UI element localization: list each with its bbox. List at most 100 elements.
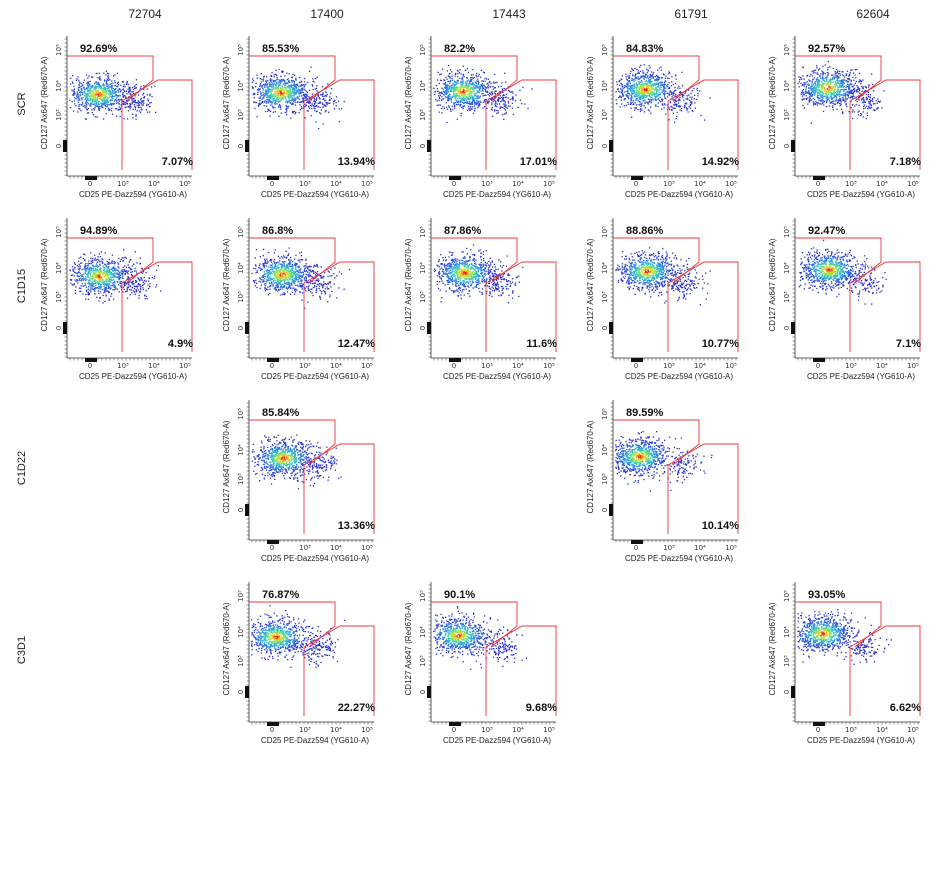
x-tick-label: 10⁴ bbox=[330, 180, 342, 188]
y-tick-label: 10⁴ bbox=[601, 262, 609, 274]
x-tick-label: 0 bbox=[270, 362, 274, 370]
event-density-cloud bbox=[615, 247, 711, 306]
lower-gate bbox=[485, 79, 557, 170]
lower-gate bbox=[303, 261, 375, 352]
x-tick-label: 10³ bbox=[845, 180, 857, 188]
upper-gate-percent: 89.59% bbox=[626, 407, 664, 419]
y-tick-label: 0 bbox=[237, 690, 245, 694]
y-axis-title: CD127 Ax647 (Red670-A) bbox=[586, 56, 595, 149]
x-tick-label: 10⁵ bbox=[725, 180, 737, 188]
x-tick-label: 10⁵ bbox=[543, 180, 555, 188]
lower-gate bbox=[667, 79, 739, 170]
x-axis-title: CD25 PE-Dazz594 (YG610-A) bbox=[625, 372, 733, 381]
flow-plot-c3d1-17443: 0 10³ 10⁴ 10⁵ 0 10³ 10⁴ 10⁵ CD25 PE-Dazz594 (YG6… bbox=[404, 574, 599, 749]
flow-plot-svg: 0 10³ 10⁴ 10⁵ 0 10³ 10⁴ 10⁵ CD25 PE-Dazz594 (YG6… bbox=[40, 218, 193, 381]
x-tick-label: 10³ bbox=[299, 544, 311, 552]
lower-gate bbox=[121, 261, 193, 352]
x-tick-label: 10⁵ bbox=[907, 726, 919, 734]
flow-plot-svg: 0 10³ 10⁴ 10⁵ 0 10³ 10⁴ 10⁵ CD25 PE-Dazz594 (YG6… bbox=[768, 582, 921, 745]
x-tick-label: 10⁵ bbox=[361, 362, 373, 370]
lower-gate bbox=[303, 625, 375, 716]
y-axis-title: CD127 Ax647 (Red670-A) bbox=[586, 420, 595, 513]
y-tick-label: 10⁵ bbox=[419, 590, 427, 602]
x-tick-label: 0 bbox=[634, 362, 638, 370]
lower-gate bbox=[849, 261, 921, 352]
y-tick-label: 10³ bbox=[783, 109, 791, 121]
x-axis-title: CD25 PE-Dazz594 (YG610-A) bbox=[261, 372, 369, 381]
event-density-cloud bbox=[251, 247, 351, 309]
column-header-61791: 61791 bbox=[674, 7, 708, 21]
x-tick-label: 10⁴ bbox=[512, 180, 524, 188]
x-zero-band bbox=[267, 540, 279, 544]
x-zero-band bbox=[813, 358, 825, 362]
y-tick-label: 10⁵ bbox=[419, 226, 427, 238]
flow-plot-svg: 0 10³ 10⁴ 10⁵ 0 10³ 10⁴ 10⁵ CD25 PE-Dazz594 (YG6… bbox=[586, 218, 739, 381]
y-axis-title: CD127 Ax647 (Red670-A) bbox=[222, 238, 231, 331]
event-density-cloud bbox=[797, 60, 885, 124]
y-axis-title: CD127 Ax647 (Red670-A) bbox=[222, 56, 231, 149]
y-zero-band bbox=[609, 140, 613, 152]
x-zero-band bbox=[813, 722, 825, 726]
x-tick-label: 0 bbox=[270, 180, 274, 188]
x-zero-band bbox=[449, 358, 461, 362]
y-tick-label: 0 bbox=[601, 508, 609, 512]
event-density-cloud bbox=[69, 70, 157, 121]
x-zero-band bbox=[85, 176, 97, 180]
lower-gate bbox=[667, 443, 739, 534]
y-tick-label: 10³ bbox=[237, 473, 245, 485]
lower-gate-percent: 7.1% bbox=[896, 338, 921, 350]
y-tick-label: 10⁴ bbox=[783, 262, 791, 274]
x-axis-title: CD25 PE-Dazz594 (YG610-A) bbox=[625, 190, 733, 199]
lower-gate bbox=[485, 625, 557, 716]
x-tick-label: 0 bbox=[816, 180, 820, 188]
x-zero-band bbox=[85, 358, 97, 362]
y-tick-label: 10⁵ bbox=[601, 408, 609, 420]
x-zero-band bbox=[449, 176, 461, 180]
x-tick-label: 10⁴ bbox=[330, 362, 342, 370]
flow-plot-c3d1-17400: 0 10³ 10⁴ 10⁵ 0 10³ 10⁴ 10⁵ CD25 PE-Dazz594 (YG6… bbox=[222, 574, 417, 749]
upper-gate-percent: 86.8% bbox=[262, 225, 293, 237]
y-zero-band bbox=[427, 140, 431, 152]
x-tick-label: 0 bbox=[816, 362, 820, 370]
y-tick-label: 10⁵ bbox=[55, 44, 63, 56]
event-density-cloud bbox=[798, 239, 887, 305]
y-tick-label: 0 bbox=[237, 326, 245, 330]
lower-gate bbox=[667, 261, 739, 352]
flow-plot-c1d22-17400: 0 10³ 10⁴ 10⁵ 0 10³ 10⁴ 10⁵ CD25 PE-Dazz594 (YG6… bbox=[222, 392, 417, 567]
y-zero-band bbox=[245, 504, 249, 516]
flow-plot-svg: 0 10³ 10⁴ 10⁵ 0 10³ 10⁴ 10⁵ CD25 PE-Dazz594 (YG6… bbox=[586, 36, 739, 199]
y-tick-label: 10⁴ bbox=[783, 80, 791, 92]
y-tick-label: 10⁴ bbox=[237, 80, 245, 92]
upper-gate-percent: 92.69% bbox=[80, 43, 118, 55]
lower-gate-percent: 7.07% bbox=[162, 156, 193, 168]
y-tick-label: 0 bbox=[783, 690, 791, 694]
y-tick-label: 10³ bbox=[601, 473, 609, 485]
y-axis-title: CD127 Ax647 (Red670-A) bbox=[40, 238, 49, 331]
upper-gate-percent: 87.86% bbox=[444, 225, 482, 237]
y-tick-label: 10⁵ bbox=[55, 226, 63, 238]
event-density-cloud bbox=[797, 609, 892, 665]
x-axis-title: CD25 PE-Dazz594 (YG610-A) bbox=[807, 372, 915, 381]
event-density-cloud bbox=[615, 431, 713, 492]
row-label-c1d15: C1D15 bbox=[16, 268, 28, 304]
flow-plot-c1d15-72704: 0 10³ 10⁴ 10⁵ 0 10³ 10⁴ 10⁵ CD25 PE-Dazz594 (YG6… bbox=[40, 210, 235, 385]
y-axis-title: CD127 Ax647 (Red670-A) bbox=[768, 56, 777, 149]
y-tick-label: 10³ bbox=[55, 109, 63, 121]
lower-gate bbox=[121, 79, 193, 170]
y-tick-label: 0 bbox=[419, 144, 427, 148]
flow-plot-c3d1-62604: 0 10³ 10⁴ 10⁵ 0 10³ 10⁴ 10⁵ CD25 PE-Dazz594 (YG6… bbox=[768, 574, 946, 749]
upper-gate-percent: 92.57% bbox=[808, 43, 846, 55]
x-tick-label: 0 bbox=[452, 180, 456, 188]
lower-gate-percent: 13.94% bbox=[338, 156, 376, 168]
y-zero-band bbox=[63, 322, 67, 334]
x-axis-title: CD25 PE-Dazz594 (YG610-A) bbox=[79, 372, 187, 381]
x-tick-label: 10⁴ bbox=[876, 362, 888, 370]
flow-plot-svg: 0 10³ 10⁴ 10⁵ 0 10³ 10⁴ 10⁵ CD25 PE-Dazz594 (YG6… bbox=[768, 218, 921, 381]
x-zero-band bbox=[267, 176, 279, 180]
row-label-c1d22: C1D22 bbox=[16, 450, 28, 486]
y-tick-label: 10⁴ bbox=[237, 262, 245, 274]
upper-gate-percent: 92.47% bbox=[808, 225, 846, 237]
y-zero-band bbox=[245, 686, 249, 698]
y-tick-label: 0 bbox=[783, 326, 791, 330]
